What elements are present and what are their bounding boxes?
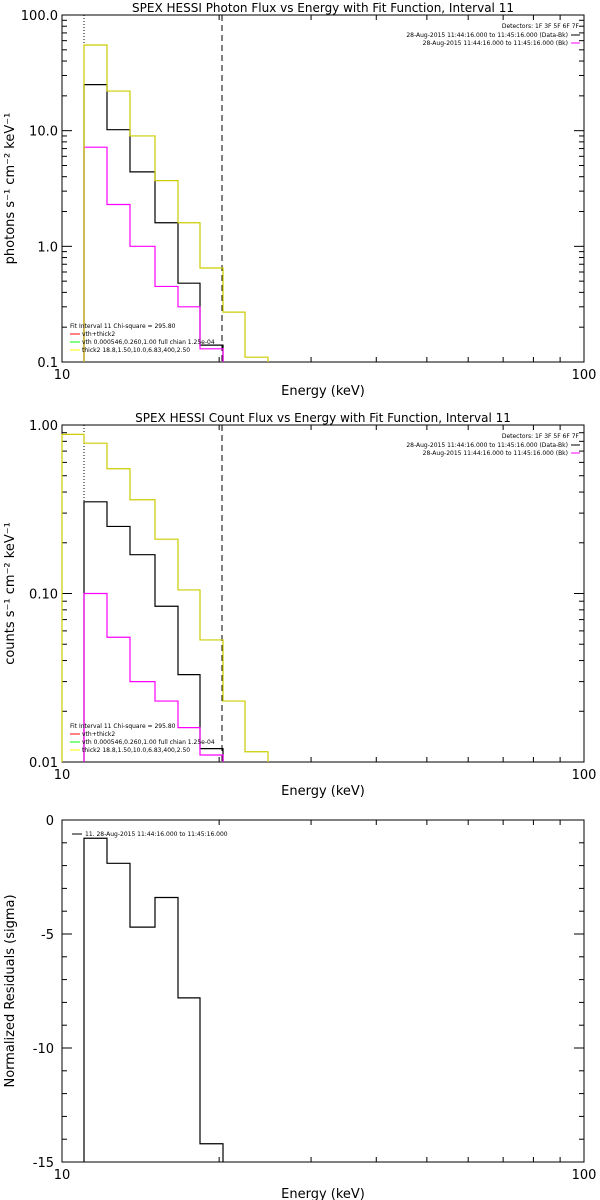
plot2-time-0: 28-Aug-2015 11:44:16.000 to 11:45:16.000… [406, 442, 568, 449]
plot1-ylabel: photons s⁻¹ cm⁻² keV⁻¹ [3, 113, 18, 265]
plot1-detectors: Detectors: 1F 3F 5F 6F 7F [502, 23, 580, 30]
plot2-series-1 [83, 592, 224, 762]
plot2-xlabel: Energy (keV) [281, 784, 365, 799]
plot2-time-1: 28-Aug-2015 11:44:16.000 to 11:45:16.000… [423, 450, 568, 457]
plot2-ytick-label: 0.10 [29, 588, 58, 603]
plot2-xtick-label: 100 [572, 768, 597, 783]
plot2-ytick-label: 0.01 [29, 756, 58, 771]
plot1-time-0: 28-Aug-2015 11:44:16.000 to 11:45:16.000… [406, 32, 568, 39]
plot2-fit-info-1: vth+thick2 [82, 731, 115, 738]
plot2-fit-info-3: thick2 18.8,1.50,10.0,6.83,400,2.50 [82, 747, 190, 754]
plot1-ytick-label: 1.0 [37, 240, 58, 255]
plot1-fit-info-1: vth+thick2 [82, 331, 115, 338]
plot2-detectors: Detectors: 1F 3F 5F 6F 7F [502, 433, 580, 440]
plot1-xtick-label: 10 [54, 368, 71, 383]
plot1-ytick-label: 0.1 [37, 356, 58, 371]
plot2-series-2 [61, 433, 269, 762]
plot2-title: SPEX HESSI Count Flux vs Energy with Fit… [135, 411, 511, 425]
plot1-ytick-label: 100.0 [21, 9, 58, 24]
plot3-xtick-label: 10 [54, 1168, 71, 1183]
plot2-frame [61, 424, 585, 763]
plot3-ytick-label: -15 [33, 1156, 54, 1171]
plot1-series-1 [83, 146, 224, 362]
plot1-series-0 [83, 84, 224, 362]
plot1-time-1: 28-Aug-2015 11:44:16.000 to 11:45:16.000… [423, 40, 568, 47]
plot1-fit-info-3: thick2 18.8,1.50,10.0,6.83,400,2.50 [82, 347, 190, 354]
plot2-ylabel: counts s⁻¹ cm⁻² keV⁻¹ [3, 522, 18, 665]
plot3-series-0 [83, 837, 224, 1162]
plot3-legend: 11. 28-Aug-2015 11:44:16.000 to 11:45:16… [85, 831, 228, 838]
plot3-frame [61, 819, 585, 1163]
plot2-xtick-label: 10 [54, 768, 71, 783]
plot1-xtick-label: 100 [572, 368, 597, 383]
plot2-fit-info-2: vth 0.000546,0.260,1.00 full chian 1.25e… [82, 739, 215, 746]
plot1-xlabel: Energy (keV) [281, 384, 365, 399]
plot1-frame [61, 14, 585, 363]
plot3-ytick-label: 0 [46, 814, 54, 829]
plot3-ylabel: Normalized Residuals (sigma) [3, 894, 18, 1087]
plot1-title: SPEX HESSI Photon Flux vs Energy with Fi… [132, 1, 514, 15]
plot3-xlabel: Energy (keV) [281, 1187, 365, 1200]
plot1-ytick-label: 10.0 [29, 125, 58, 140]
plot3-xtick-label: 100 [572, 1168, 597, 1183]
plot3-ytick-label: -10 [33, 1042, 54, 1057]
plot1-fit-info-0: Fit Interval 11 Chi-square = 295.80 [70, 323, 176, 330]
plot1-fit-info-2: vth 0.000546,0.260,1.00 full chian 1.25e… [82, 339, 215, 346]
plot1-series-2 [83, 44, 269, 362]
plot2-ytick-label: 1.00 [29, 419, 58, 434]
plot3-ytick-label: -5 [41, 928, 54, 943]
plot2-fit-info-0: Fit Interval 11 Chi-square = 295.80 [70, 723, 176, 730]
